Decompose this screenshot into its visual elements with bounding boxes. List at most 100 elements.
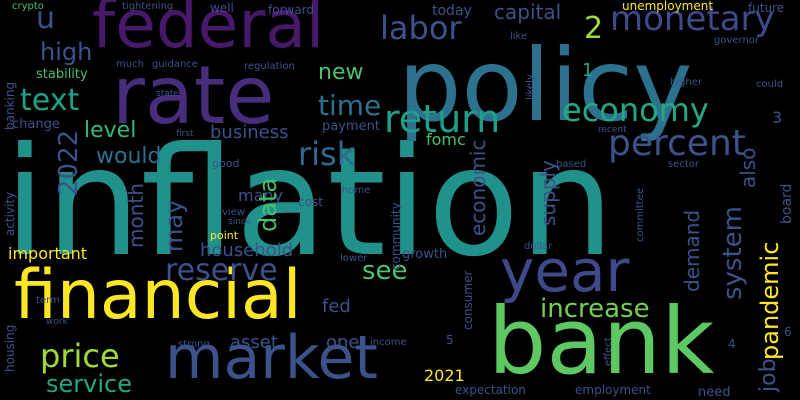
word-housing: housing xyxy=(3,324,17,372)
word-policy: policy xyxy=(398,27,693,144)
word-5: 5 xyxy=(446,333,454,347)
word-price: price xyxy=(40,337,120,375)
word-today: today xyxy=(432,3,472,19)
word-market: market xyxy=(165,323,378,393)
word-employment: employment xyxy=(575,383,651,397)
word-term: term xyxy=(36,295,60,306)
word-payment: payment xyxy=(322,119,380,134)
word-first: first xyxy=(176,129,194,139)
word-see: see xyxy=(362,256,408,286)
word-reserve: reserve xyxy=(165,253,278,288)
word-6: 6 xyxy=(784,325,792,339)
word-sector: sector xyxy=(668,159,700,170)
word-fed: fed xyxy=(322,296,351,317)
word-many: many xyxy=(238,186,283,205)
word-banking: banking xyxy=(3,81,17,130)
word-strong: strong xyxy=(178,339,210,350)
word-like: like xyxy=(510,31,528,42)
word-2: 2 xyxy=(584,11,604,46)
word-federal: federal xyxy=(92,0,325,63)
word-one: one xyxy=(326,332,360,353)
word-view: view xyxy=(222,207,246,218)
word-data: data xyxy=(254,177,282,232)
word-much: much xyxy=(116,59,144,70)
word-financial: financial xyxy=(14,256,302,335)
word-governor: governor xyxy=(714,35,760,46)
word-based: based xyxy=(556,159,587,170)
word-crypto: crypto xyxy=(12,1,44,12)
word-tightening: tightening xyxy=(122,1,174,12)
word-well: well xyxy=(210,1,234,15)
word-higher: higher xyxy=(670,77,703,88)
word-home: home xyxy=(342,185,371,196)
word-business: business xyxy=(210,122,289,143)
word-level: level xyxy=(84,118,137,143)
word-stability: stability xyxy=(36,67,88,82)
word-work: work xyxy=(46,317,68,327)
word-job: job xyxy=(756,358,781,392)
word-text: text xyxy=(20,83,80,118)
word-future: future xyxy=(748,1,785,15)
word-new: new xyxy=(318,60,364,85)
word-cost: cost xyxy=(298,195,323,209)
word-dollar: dollar xyxy=(524,241,553,252)
word-guidance: guidance xyxy=(152,59,198,70)
word-economy: economy xyxy=(562,91,709,129)
word-labor: labor xyxy=(380,9,462,47)
word-3: 3 xyxy=(772,108,783,127)
word-board: board xyxy=(779,183,795,224)
word-need: need xyxy=(698,385,731,400)
word-activity: activity xyxy=(3,191,17,236)
word-important: important xyxy=(8,244,88,263)
word-pandemic: pandemic xyxy=(756,241,784,360)
word-community: community xyxy=(389,202,403,270)
word-point: point xyxy=(210,229,239,242)
word-lower: lower xyxy=(340,253,368,264)
word-would: would xyxy=(96,144,162,169)
word-also: also xyxy=(736,147,760,188)
word-2021: 2021 xyxy=(424,366,465,385)
word-percent: percent xyxy=(608,123,746,164)
word-month: month xyxy=(124,183,148,248)
word-committee: committee xyxy=(635,187,646,242)
word-expectation: expectation xyxy=(455,383,526,397)
word-demand: demand xyxy=(680,209,704,292)
word-rate: rate xyxy=(112,49,275,142)
word-household: household xyxy=(200,240,294,261)
word-high: high xyxy=(40,38,93,66)
word-change: change xyxy=(12,117,60,132)
word-good: good xyxy=(212,157,240,170)
word-may: may xyxy=(160,199,188,252)
word-time: time xyxy=(318,89,382,122)
word-consumer: consumer xyxy=(461,270,475,330)
word-unemployment: unemployment xyxy=(622,0,714,13)
word-since: since xyxy=(228,217,252,227)
word-supply: supply xyxy=(536,160,560,226)
word-regulation: regulation xyxy=(244,61,295,72)
word-state: state xyxy=(156,89,179,99)
word-forward: forward xyxy=(268,3,315,17)
word-capital: capital xyxy=(494,0,562,24)
word-bank: bank xyxy=(488,288,715,395)
word-monetary: monetary xyxy=(610,0,775,39)
word-year: year xyxy=(500,237,630,305)
word-service: service xyxy=(46,370,132,398)
word-economic: economic xyxy=(466,139,490,236)
word-4: 4 xyxy=(728,337,736,351)
word-could: could xyxy=(756,79,784,90)
word-increase: increase xyxy=(540,294,650,324)
word-fomc: fomc xyxy=(426,130,466,149)
word-income: income xyxy=(370,337,407,348)
word-risk: risk xyxy=(298,135,356,173)
word-asset: asset xyxy=(230,332,278,353)
word-inflation: inflation xyxy=(4,116,615,290)
word-return: return xyxy=(384,97,501,141)
word-u: u xyxy=(36,1,56,36)
word-2022: 2022 xyxy=(54,129,84,196)
word-system: system xyxy=(718,206,748,300)
word-likely: likely xyxy=(525,74,536,100)
word-effect: effect xyxy=(603,337,614,366)
word-1: 1 xyxy=(582,60,594,81)
word-recent: recent xyxy=(598,125,627,135)
